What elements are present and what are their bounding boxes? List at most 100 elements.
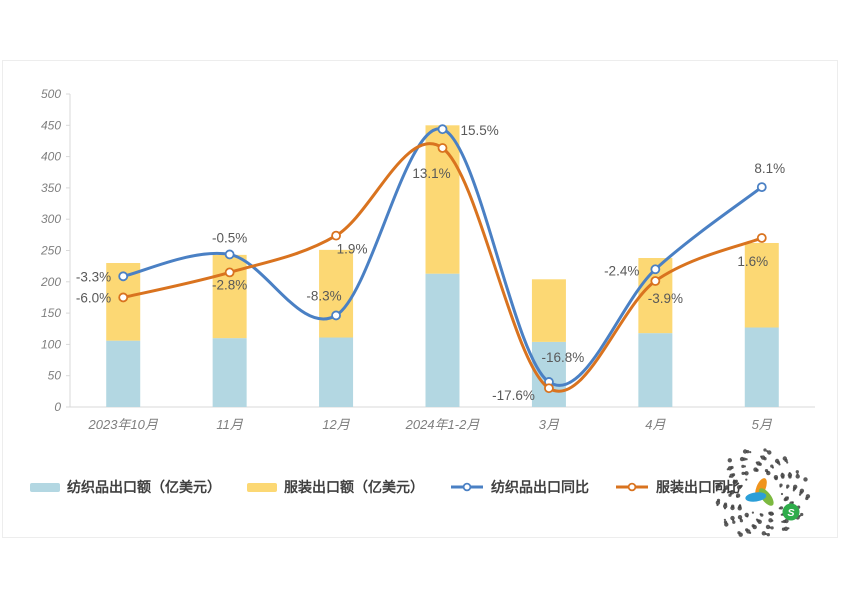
y-axis-tick-label: 450	[41, 118, 61, 132]
qr-dot	[741, 471, 745, 476]
x-axis-category-label: 12月	[322, 417, 350, 432]
qr-dot	[723, 520, 728, 524]
qr-dot	[766, 470, 771, 476]
qr-swirl-petal	[745, 492, 767, 502]
bar-textile-5[interactable]	[638, 333, 673, 407]
data-label-1-4: -17.6%	[492, 388, 535, 403]
qr-dot	[778, 463, 781, 466]
qr-dot	[778, 507, 781, 510]
qr-dot	[788, 475, 792, 479]
bar-textile-1[interactable]	[212, 338, 247, 407]
qr-dot	[730, 515, 735, 521]
qr-dot	[755, 468, 759, 472]
line-marker-1-5[interactable]	[650, 276, 661, 286]
qr-dot	[744, 512, 749, 518]
line-marker-0-3[interactable]	[437, 124, 448, 135]
qr-dot	[732, 520, 736, 524]
qr-dot	[795, 470, 799, 474]
qr-dot	[751, 511, 754, 514]
line-marker-0-1[interactable]	[224, 249, 235, 260]
line-marker-1-6[interactable]	[756, 233, 767, 243]
qr-dot	[792, 489, 795, 492]
qr-dot	[786, 461, 789, 464]
data-label-1-0: -6.0%	[76, 290, 111, 305]
bar-apparel-6[interactable]	[744, 242, 779, 328]
line-marker-1-0[interactable]	[118, 292, 129, 303]
y-axis-tick-label: 100	[41, 337, 61, 351]
qr-dot	[724, 485, 729, 490]
data-label-1-1: -2.8%	[212, 277, 247, 292]
line-series-0	[121, 127, 764, 387]
qr-badge-letter: S	[787, 507, 794, 519]
line-marker-1-2[interactable]	[331, 230, 341, 241]
qr-dot	[743, 465, 746, 468]
qr-dot	[805, 496, 809, 501]
qr-dot	[742, 457, 747, 461]
qr-dot	[782, 519, 787, 524]
data-label-0-6: 8.1%	[754, 161, 785, 176]
qr-badge	[782, 503, 800, 521]
qr-dot	[735, 493, 741, 498]
qr-dot	[759, 513, 762, 516]
qr-dot	[737, 515, 743, 520]
legend-label: 纺织品出口同比	[491, 479, 589, 495]
qr-dot	[717, 483, 721, 487]
legend-label: 服装出口额（亿美元）	[284, 479, 424, 495]
x-axis-category-label: 2024年1-2月	[405, 417, 481, 432]
qr-dot	[786, 486, 789, 489]
qr-dot	[741, 464, 745, 469]
line-marker-0-0[interactable]	[118, 271, 129, 282]
qr-dot	[765, 524, 771, 530]
bar-textile-6[interactable]	[744, 327, 779, 407]
bar-textile-2[interactable]	[319, 337, 354, 407]
y-axis-tick-label: 150	[41, 306, 61, 320]
qr-dot	[740, 484, 743, 487]
line-marker-1-3[interactable]	[437, 143, 448, 153]
qr-dot	[763, 448, 767, 452]
apparel-line-swatch-icon	[616, 482, 648, 492]
x-axis-category-label: 3月	[539, 417, 560, 432]
bar-textile-0[interactable]	[106, 340, 141, 407]
legend-item-textile-export-value[interactable]: 纺织品出口额（亿美元）	[30, 477, 221, 497]
legend-item-apparel-export-value[interactable]: 服装出口额（亿美元）	[247, 477, 424, 497]
line-marker-0-2[interactable]	[331, 310, 341, 321]
data-label-1-2: 1.9%	[337, 242, 368, 257]
qr-dot	[781, 520, 784, 523]
qr-dot	[766, 533, 770, 537]
x-axis-category-label: 11月	[216, 417, 243, 432]
qr-dot	[763, 457, 767, 461]
y-axis-tick-label: 300	[41, 212, 61, 226]
bar-apparel-1[interactable]	[212, 254, 247, 339]
data-label-0-3: 15.5%	[461, 123, 499, 138]
qr-dot	[751, 524, 755, 528]
y-axis-tick-label: 400	[41, 150, 61, 164]
bar-apparel-4[interactable]	[531, 279, 566, 342]
qr-dot	[723, 518, 726, 521]
qr-dot	[729, 490, 735, 495]
bar-apparel-2[interactable]	[319, 249, 354, 338]
qr-dot	[758, 462, 762, 466]
line-marker-1-1[interactable]	[224, 267, 235, 278]
qr-dot	[781, 475, 785, 479]
qr-dot	[742, 449, 748, 454]
line-marker-1-4[interactable]	[544, 383, 554, 394]
legend-item-apparel-yoy[interactable]: 服装出口同比	[615, 477, 740, 497]
qr-dot	[770, 526, 774, 530]
legend-item-textile-yoy[interactable]: 纺织品出口同比	[450, 477, 589, 497]
chart-legend: 纺织品出口额（亿美元） 服装出口额（亿美元） 纺织品出口同比 服装出口同比	[30, 477, 740, 497]
qr-dot	[745, 458, 748, 461]
qr-dot	[730, 465, 734, 470]
miniprogram-code-icon: S	[715, 448, 811, 537]
line-marker-0-6[interactable]	[756, 182, 767, 193]
bar-textile-3[interactable]	[425, 273, 460, 407]
x-axis-category-label: 2023年10月	[88, 417, 159, 432]
qr-dot	[768, 518, 773, 523]
qr-dot	[800, 512, 804, 517]
data-label-0-2: -8.3%	[306, 288, 341, 303]
qr-dot	[774, 476, 778, 481]
qr-dot	[731, 504, 735, 508]
qr-dot	[771, 466, 774, 469]
line-marker-0-5[interactable]	[650, 264, 661, 275]
qr-dot	[761, 531, 766, 536]
